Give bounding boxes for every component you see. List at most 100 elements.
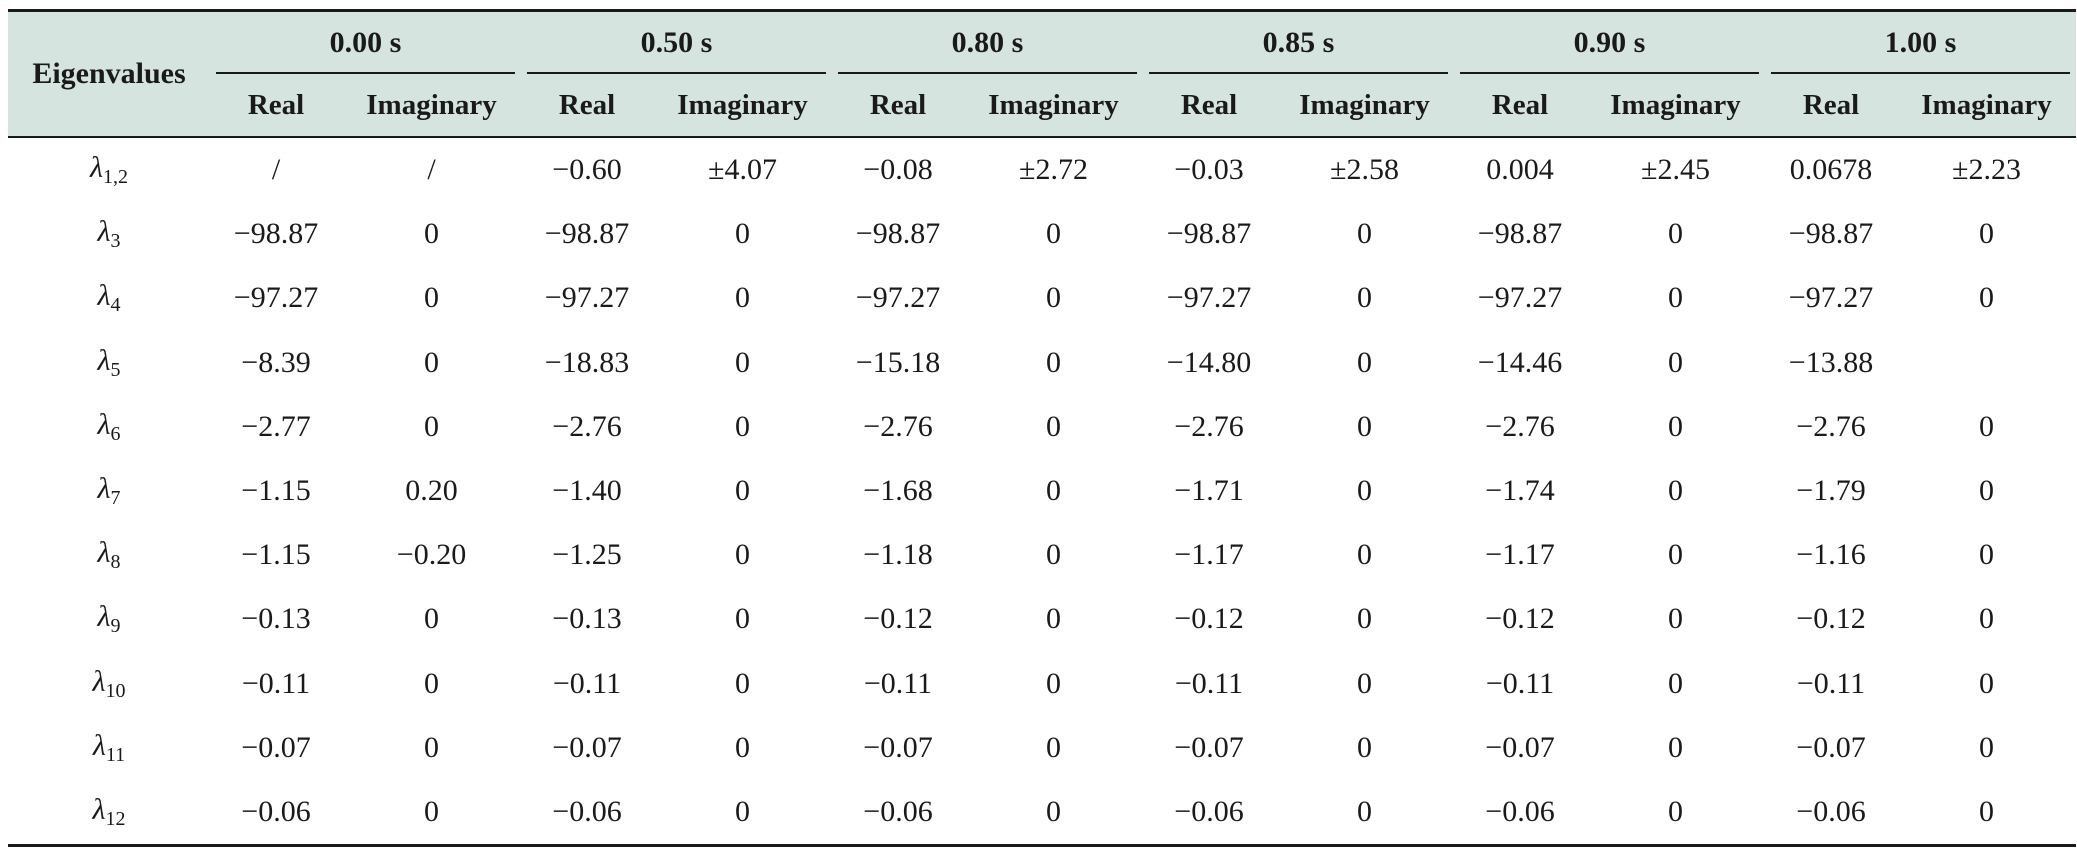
imaginary-part-cell: 0 [735,538,750,572]
imaginary-part-cell: 0 [1897,779,2076,848]
imaginary-part-cell: 0 [1046,281,1061,315]
time-group-header: 0.90 s [1454,11,1765,75]
imaginary-part-cell: 0 [342,779,521,848]
imaginary-part-cell: ±2.23 [1952,153,2021,187]
real-part-cell: −0.07 [1174,730,1244,764]
imaginary-part-cell: ±2.72 [1019,153,1088,187]
table-row: λ10 −0.11 0 −0.11 0 −0.11 0 −0.11 0 −0.11 0 −0.11 0 [8,652,2076,716]
eigenvalue-label: λ1,2 [8,137,210,202]
eigenvalue-symbol: λ [92,728,106,762]
real-part-cell: / [271,153,281,187]
real-part-cell: −0.07 [241,730,311,764]
imaginary-part-cell: 0 [1979,474,1994,508]
imaginary-part-cell: 0 [1979,409,1994,443]
imaginary-part-cell: 0 [424,281,439,315]
eigenvalue-label: λ5 [8,331,210,395]
imaginary-part-cell: 0 [735,217,750,251]
real-part-cell: −97.27 [1166,281,1252,315]
real-column-header: Real [832,74,964,138]
imaginary-part-cell: / [427,153,436,187]
eigenvalue-symbol: λ [97,472,111,506]
imaginary-part-cell: 0 [735,474,750,508]
imaginary-part-cell: 0.20 [405,474,458,508]
imaginary-part-cell: 0 [1668,666,1683,700]
header-row-time-groups: Eigenvalues 0.00 s 0.50 s 0.80 s 0.85 s 0.90… [8,10,2076,138]
eigenvalue-symbol: λ [97,343,111,377]
real-part-cell: −14.80 [1166,345,1252,379]
imaginary-part-cell: 0 [1668,345,1683,379]
time-group-label: 0.50 s [640,26,713,59]
time-group-label: 0.90 s [1573,26,1646,59]
imaginary-part-cell: 0 [1979,281,1994,315]
time-group-header: 0.80 s [832,11,1143,75]
real-part-cell: −0.11 [863,666,933,700]
imaginary-part-cell: 0 [735,730,750,764]
real-part-cell: −98.87 [1166,217,1252,251]
imaginary-part-cell: 0 [1979,538,1994,572]
table-row: λ8 −1.15 −0.20 −1.25 0 −1.18 0 −1.17 0 −1.17 0 −1.1… [8,523,2076,587]
imaginary-column-header: Imaginary [1275,74,1454,138]
imaginary-part-cell: 0 [735,345,750,379]
imaginary-part-cell: 0 [1275,779,1454,848]
real-part-cell: −0.11 [552,666,622,700]
real-part-cell: −0.11 [1174,666,1244,700]
real-part-cell: −2.76 [863,409,933,443]
real-part-cell: −1.17 [1485,538,1555,572]
eigenvalue-symbol: λ [92,792,106,826]
real-part-cell: −97.27 [233,281,319,315]
imaginary-part-cell: 0 [424,730,439,764]
imaginary-part-cell: 0 [1046,730,1061,764]
eigenvalue-label: λ9 [8,587,210,651]
time-group-label: 0.80 s [951,26,1024,59]
eigenvalue-label: λ10 [8,652,210,716]
eigenvalue-label: λ7 [8,459,210,523]
real-part-cell: −1.74 [1485,474,1555,508]
real-part-cell: −0.06 [1765,779,1897,848]
real-part-cell: −97.27 [1477,281,1563,315]
time-group-header: 1.00 s [1765,11,2076,75]
real-part-cell: −0.11 [1485,666,1555,700]
imaginary-part-cell: 0 [1046,217,1061,251]
real-part-cell: −2.76 [552,409,622,443]
imaginary-part-cell: ±2.45 [1641,153,1710,187]
real-part-cell: −2.76 [1796,409,1866,443]
eigenvalue-index: 1,2 [103,166,128,189]
real-part-cell: −1.71 [1174,474,1244,508]
imaginary-part-cell: 0 [1046,666,1061,700]
table-row: λ1,2 / / −0.60 ±4.07 −0.08 ±2.72 −0.03 ±2.58 0.00… [8,137,2076,202]
real-part-cell: −13.88 [1788,345,1874,379]
real-part-cell: −98.87 [855,217,941,251]
real-part-cell: −8.39 [241,345,311,379]
real-column-header: Real [1454,74,1586,138]
real-part-cell: −1.18 [863,538,933,572]
imaginary-part-cell: 0 [1046,538,1061,572]
imaginary-part-cell: 0 [1586,779,1765,848]
real-part-cell: −1.79 [1796,474,1866,508]
eigenvalue-index: 3 [110,230,121,253]
imaginary-part-cell: 0 [1979,602,1994,636]
table-row: λ5 −8.39 0 −18.83 0 −15.18 0 −14.80 0 −14.46 0 −13.… [8,331,2076,395]
table-row: λ9 −0.13 0 −0.13 0 −0.12 0 −0.12 0 −0.12 0 −0.12 0 [8,587,2076,651]
real-part-cell: −0.11 [241,666,311,700]
imaginary-part-cell: ±2.58 [1330,153,1399,187]
imaginary-part-cell: 0 [964,779,1143,848]
eigenvalue-label: λ12 [8,779,210,848]
table-header: Eigenvalues 0.00 s 0.50 s 0.80 s 0.85 s 0.90… [8,10,2076,138]
real-part-cell: −0.13 [241,602,311,636]
imaginary-part-cell: 0 [1046,474,1061,508]
imaginary-part-cell: ±4.07 [708,153,777,187]
real-part-cell: −0.07 [1796,730,1866,764]
eigenvalue-label: λ11 [8,716,210,780]
imaginary-part-cell: 0 [424,602,439,636]
imaginary-part-cell: 0 [1979,217,1994,251]
imaginary-part-cell: 0 [1046,345,1061,379]
real-part-cell: −2.76 [1174,409,1244,443]
imaginary-part-cell: 0 [1357,409,1372,443]
real-part-cell: −97.27 [544,281,630,315]
real-part-cell: −98.87 [1477,217,1563,251]
real-part-cell: −98.87 [1788,217,1874,251]
real-column-header: Real [1765,74,1897,138]
imaginary-part-cell: 0 [1046,602,1061,636]
time-group-label: 0.00 s [329,26,402,59]
imaginary-part-cell: 0 [653,779,832,848]
